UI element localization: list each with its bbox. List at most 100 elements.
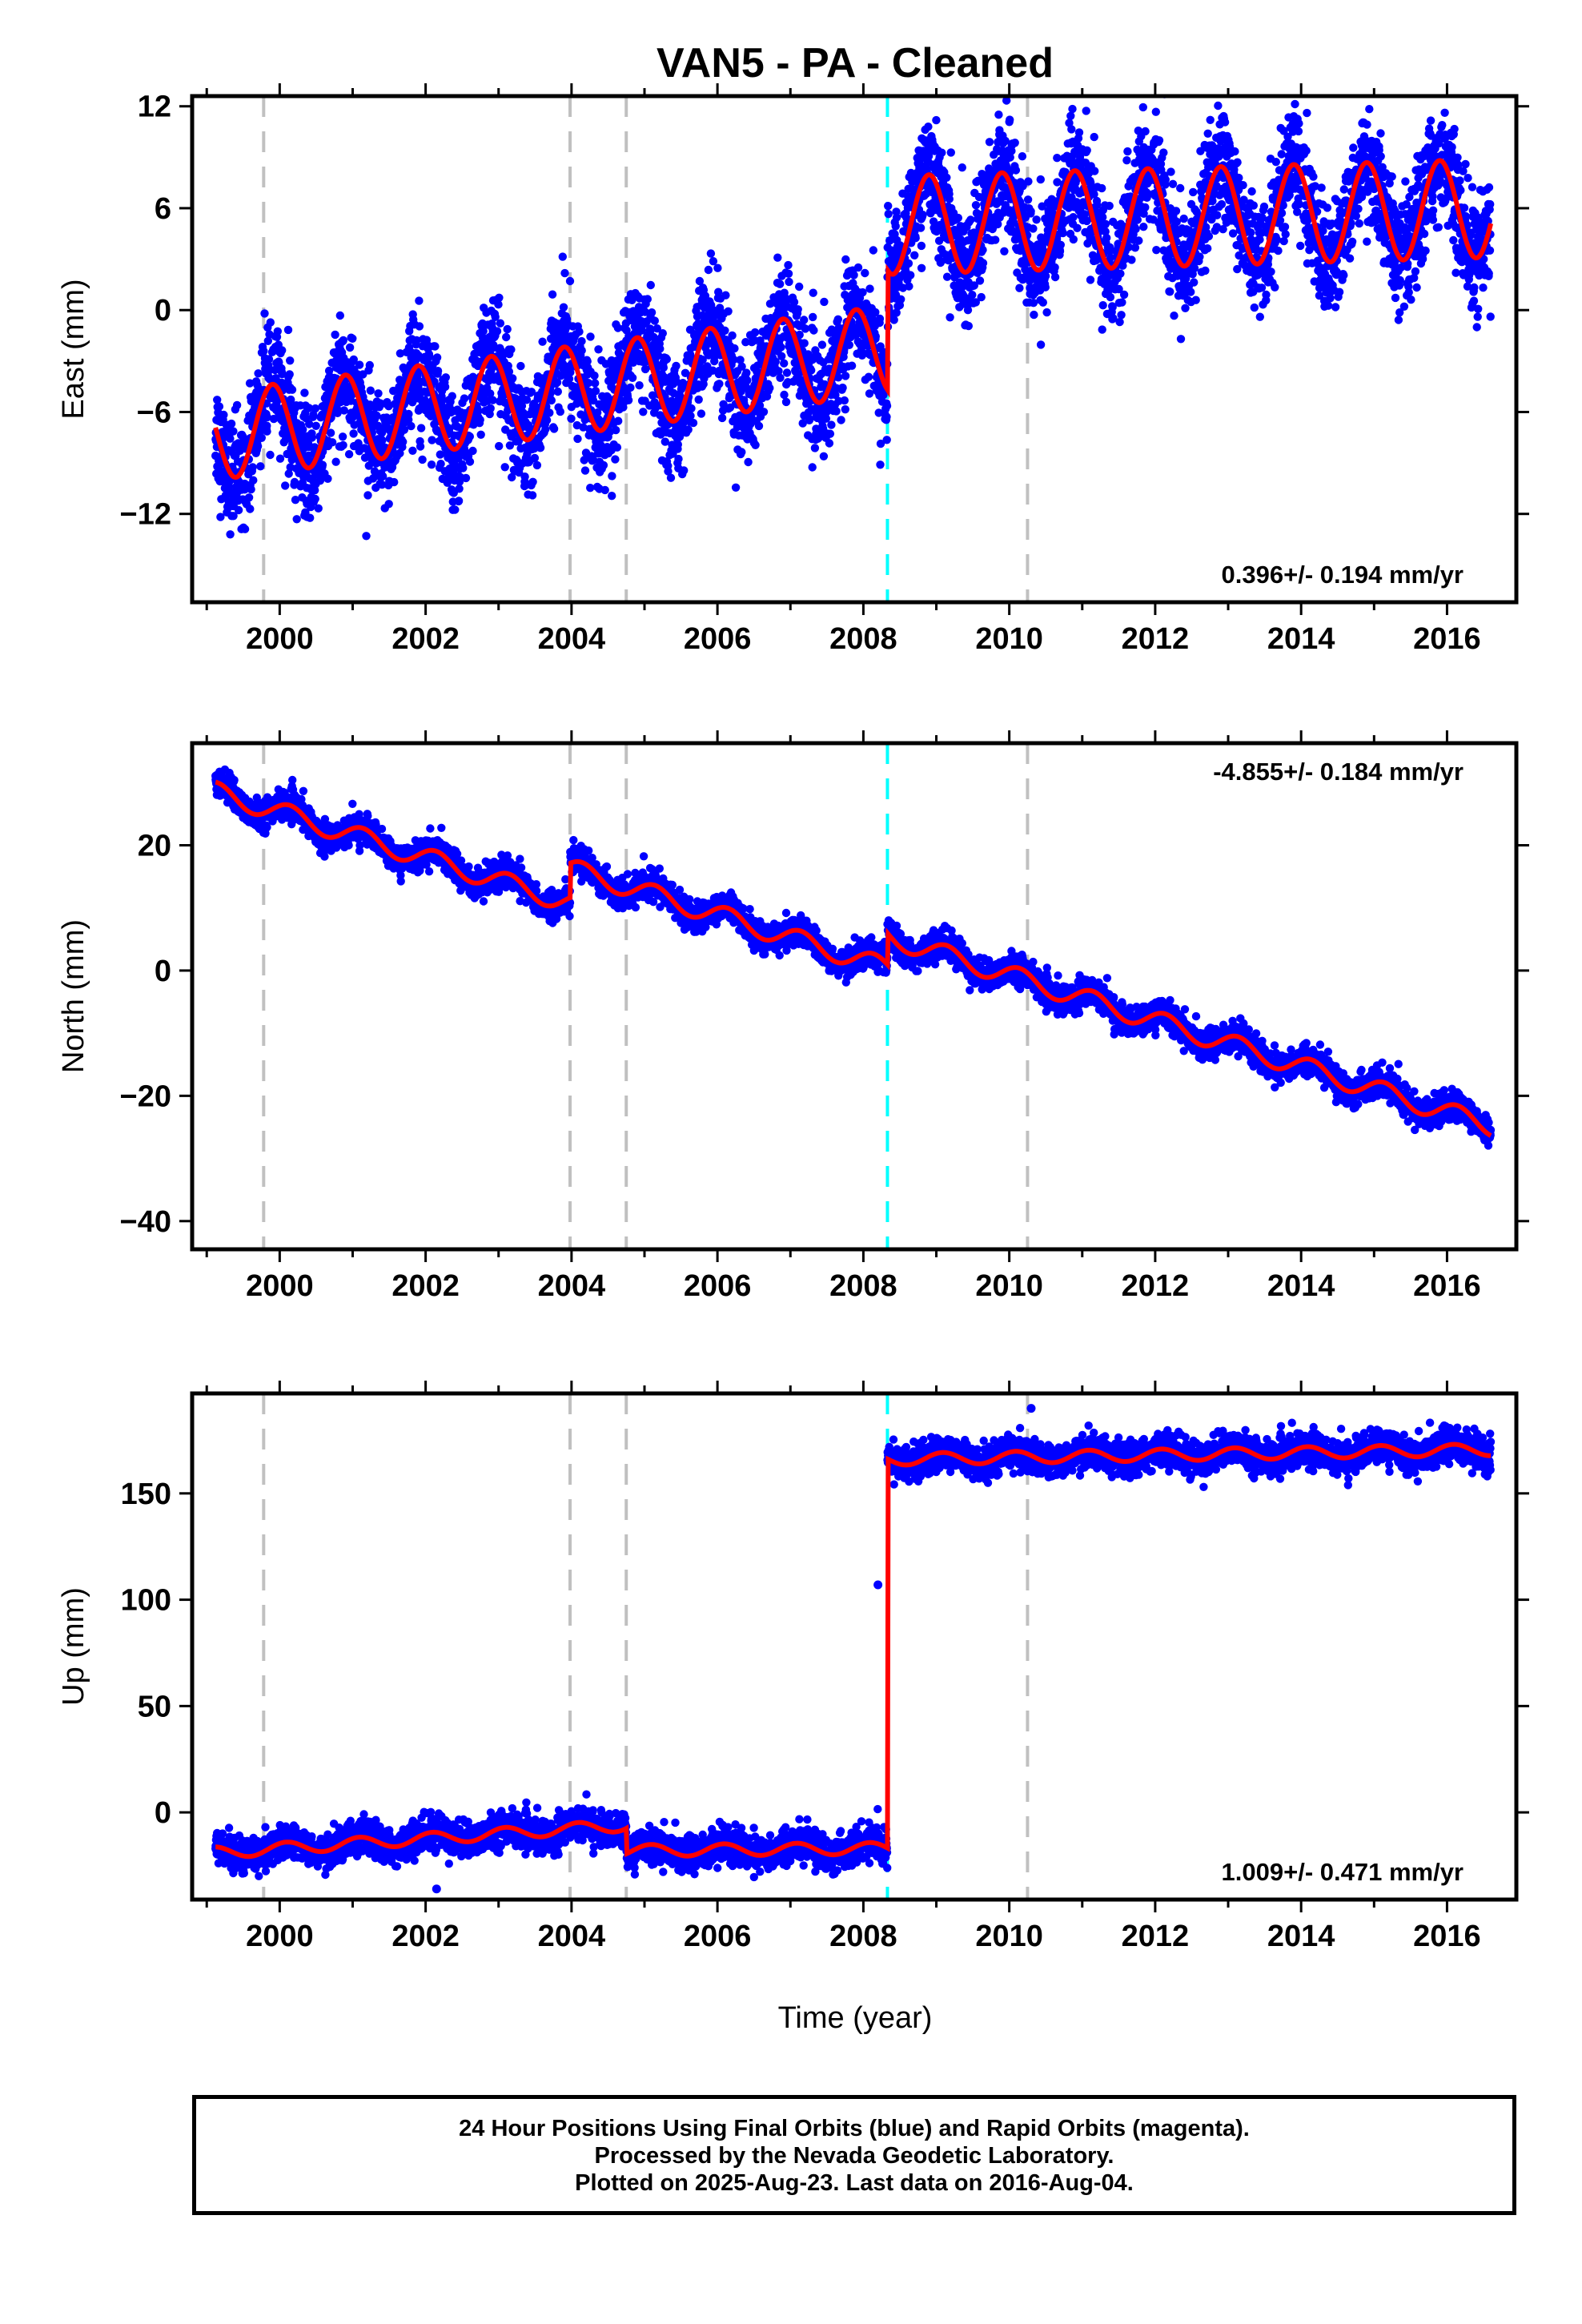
data-point xyxy=(508,472,516,482)
data-point xyxy=(527,388,536,396)
data-point xyxy=(487,364,496,373)
data-point xyxy=(1119,290,1129,300)
data-point xyxy=(841,372,850,380)
data-point xyxy=(917,241,926,251)
data-point xyxy=(284,469,293,478)
data-point xyxy=(1181,304,1190,312)
data-point xyxy=(673,440,682,449)
data-point xyxy=(306,513,315,522)
data-point xyxy=(1277,150,1286,159)
data-point xyxy=(366,386,375,395)
data-point xyxy=(1139,223,1148,231)
data-point xyxy=(556,407,564,416)
data-point xyxy=(349,355,358,364)
data-point xyxy=(1280,223,1290,231)
data-point xyxy=(800,339,809,348)
data-point xyxy=(1050,272,1060,282)
data-point xyxy=(884,202,893,211)
data-point xyxy=(958,163,967,172)
data-point xyxy=(737,448,746,456)
data-point xyxy=(291,496,300,505)
data-point xyxy=(817,340,827,349)
data-point xyxy=(1152,246,1161,255)
data-point xyxy=(1166,287,1174,296)
data-point xyxy=(1171,207,1181,215)
data-point xyxy=(849,271,858,279)
data-point xyxy=(486,404,495,413)
data-point xyxy=(1053,154,1062,163)
data-point xyxy=(1134,236,1143,245)
data-point xyxy=(808,463,817,472)
data-point xyxy=(339,406,348,415)
data-point xyxy=(1190,278,1199,287)
data-point xyxy=(311,404,320,413)
data-point xyxy=(1161,175,1170,184)
data-point xyxy=(1058,228,1068,238)
data-point xyxy=(215,402,224,411)
data-point xyxy=(1259,202,1269,211)
data-point xyxy=(838,384,847,392)
data-point xyxy=(1131,224,1140,234)
data-point xyxy=(365,360,374,370)
data-point xyxy=(372,411,381,420)
data-point xyxy=(287,395,295,404)
data-point xyxy=(264,355,274,364)
data-point xyxy=(1082,146,1091,155)
data-point xyxy=(1267,267,1275,276)
data-point xyxy=(253,442,263,451)
data-point xyxy=(1176,335,1186,344)
data-point xyxy=(975,276,985,285)
data-point xyxy=(1271,283,1279,292)
data-point xyxy=(331,330,339,340)
data-point xyxy=(684,425,693,434)
data-point xyxy=(591,379,600,388)
data-point xyxy=(565,276,575,286)
data-point xyxy=(882,436,891,444)
data-point xyxy=(415,296,424,305)
data-point xyxy=(517,401,527,411)
data-point xyxy=(1186,287,1195,296)
data-point xyxy=(586,484,595,493)
data-point xyxy=(541,424,550,434)
data-point xyxy=(1323,203,1332,212)
data-point xyxy=(1105,201,1114,211)
data-point xyxy=(494,300,503,309)
data-point xyxy=(488,396,497,404)
data-point xyxy=(580,466,590,475)
data-point xyxy=(378,480,387,489)
data-point xyxy=(1291,99,1299,109)
data-point xyxy=(650,316,659,325)
data-point xyxy=(776,279,785,288)
data-point xyxy=(1069,235,1078,244)
data-point xyxy=(864,372,873,381)
data-point xyxy=(1323,301,1333,310)
data-point xyxy=(785,277,793,287)
data-point xyxy=(216,513,225,521)
data-point xyxy=(548,290,557,299)
data-point xyxy=(875,314,885,324)
data-point xyxy=(689,418,698,428)
data-point xyxy=(362,532,371,541)
data-point xyxy=(765,384,774,392)
data-point xyxy=(1122,156,1131,165)
data-point xyxy=(672,361,681,371)
data-point xyxy=(1101,219,1110,228)
data-point xyxy=(1159,148,1168,157)
data-point xyxy=(809,312,817,322)
data-point xyxy=(694,395,703,404)
data-point xyxy=(924,123,933,131)
data-point xyxy=(1239,181,1247,190)
data-point xyxy=(344,450,354,459)
data-point xyxy=(491,312,500,321)
data-point xyxy=(335,311,344,320)
data-point xyxy=(538,337,547,346)
data-point xyxy=(454,497,464,505)
data-point xyxy=(891,222,900,231)
data-point xyxy=(825,439,834,448)
data-point xyxy=(448,392,456,400)
data-point xyxy=(590,371,599,380)
data-point xyxy=(468,446,477,456)
data-point xyxy=(793,305,802,314)
data-point xyxy=(418,455,427,464)
data-point xyxy=(662,355,671,364)
